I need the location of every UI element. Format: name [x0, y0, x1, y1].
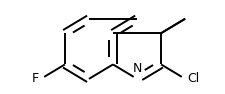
Text: Cl: Cl: [187, 72, 199, 85]
Text: N: N: [132, 62, 141, 75]
Text: F: F: [31, 72, 38, 85]
